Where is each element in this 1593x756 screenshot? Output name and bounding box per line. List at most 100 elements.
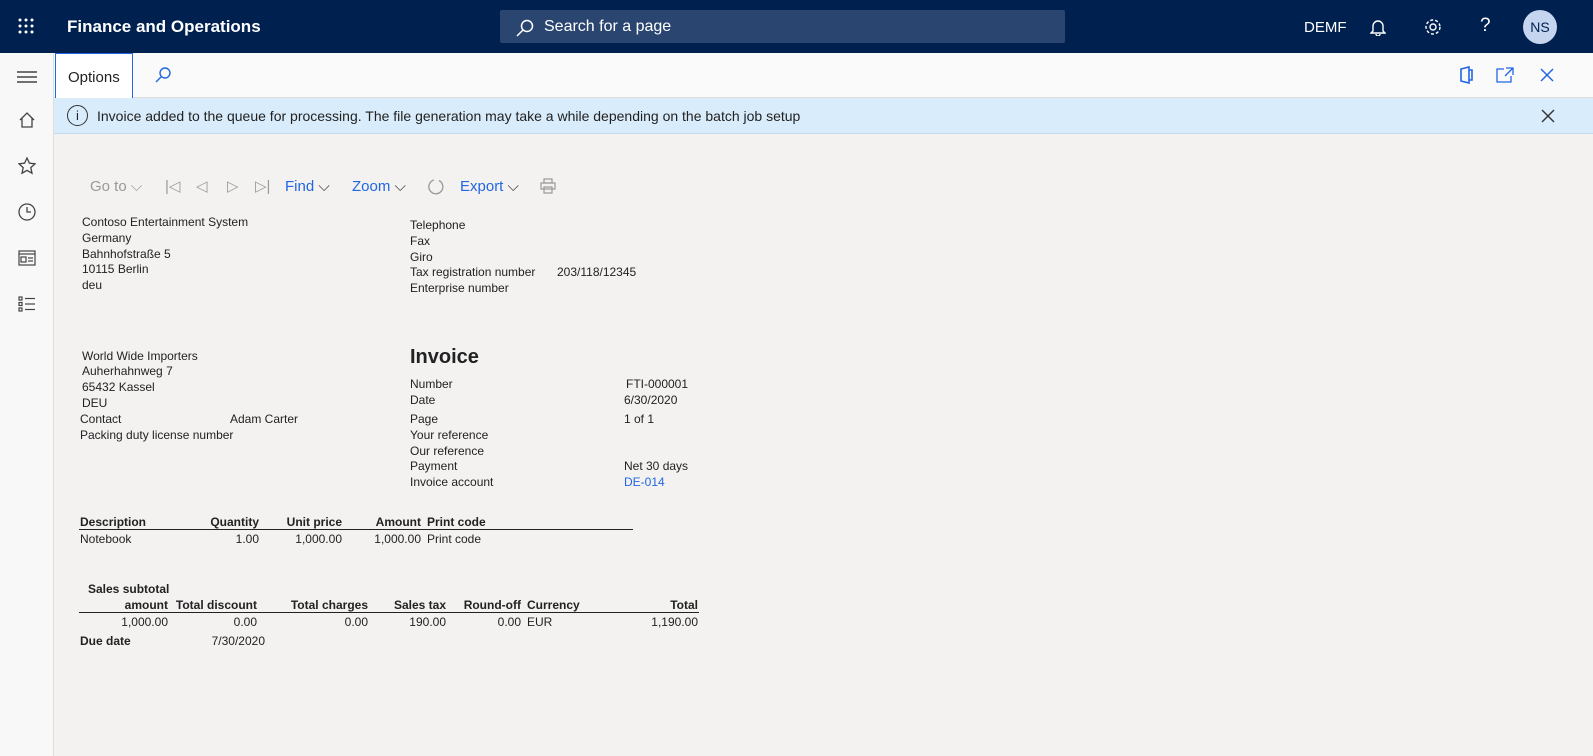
field-value: 6/30/2020 — [624, 393, 678, 407]
find-label: Find — [285, 178, 315, 195]
company-picker[interactable]: DEMF — [1304, 19, 1347, 36]
clock-icon[interactable] — [18, 203, 36, 221]
fax-label: Fax — [410, 234, 431, 248]
search-icon — [516, 19, 534, 37]
telephone-label: Telephone — [410, 218, 466, 232]
cell: 1,000.00 — [295, 532, 342, 546]
field-value: FTI-000001 — [626, 377, 689, 391]
cell: Print code — [427, 532, 482, 546]
goto-label: Go to — [90, 178, 127, 195]
header-divider — [79, 529, 633, 530]
cell: 190.00 — [409, 615, 446, 629]
home-icon[interactable] — [18, 111, 36, 129]
goto-button[interactable]: Go to ⌵ — [90, 178, 143, 195]
zoom-button[interactable]: Zoom ⌵ — [352, 178, 406, 195]
cell: 1.00 — [235, 532, 259, 546]
giro-label: Giro — [410, 250, 433, 264]
previous-page-button[interactable]: ◁ — [196, 178, 208, 195]
due-date-label: Due date — [80, 634, 131, 648]
customer-line: DEU — [82, 396, 108, 410]
cell: 0.00 — [344, 615, 368, 629]
column-header: Total discount — [175, 598, 257, 612]
bell-icon[interactable] — [1370, 18, 1386, 36]
cell: 0.00 — [497, 615, 521, 629]
last-page-button[interactable]: ▷| — [255, 178, 271, 195]
sender-line: Germany — [82, 231, 132, 245]
column-header: Description — [80, 515, 147, 529]
field-label: Payment — [410, 459, 458, 473]
info-message: Invoice added to the queue for processin… — [97, 108, 801, 124]
field-label: Date — [410, 393, 436, 407]
close-icon[interactable] — [1540, 68, 1554, 82]
customer-line: Auherhahnweg 7 — [82, 364, 173, 378]
workspace-icon[interactable] — [18, 250, 36, 266]
column-header: Total — [670, 598, 698, 612]
column-header: Total charges — [290, 598, 368, 612]
star-icon[interactable] — [18, 157, 36, 175]
cell: 0.00 — [233, 615, 257, 629]
print-icon[interactable] — [540, 178, 556, 194]
customer-line: World Wide Importers — [82, 349, 198, 363]
hamburger-icon[interactable] — [17, 70, 37, 84]
info-icon: i — [67, 105, 88, 126]
invoice-title: Invoice — [410, 346, 479, 368]
column-header: Sales tax — [393, 598, 446, 612]
cell: Notebook — [80, 532, 132, 546]
action-pane: Options — [54, 53, 1593, 98]
left-nav — [0, 53, 54, 756]
zoom-label: Zoom — [352, 178, 391, 195]
sender-line: 10115 Berlin — [82, 262, 149, 276]
help-icon[interactable]: ? — [1480, 15, 1491, 36]
popout-icon[interactable] — [1496, 67, 1514, 83]
tab-options[interactable]: Options — [55, 53, 133, 98]
cell: 1,000.00 — [121, 615, 168, 629]
column-header: Quantity — [210, 515, 259, 529]
app-launcher-icon[interactable] — [18, 18, 34, 34]
field-value: Net 30 days — [624, 459, 689, 473]
sender-line: Bahnhofstraße 5 — [82, 247, 171, 261]
column-header: amount — [124, 598, 168, 612]
contact-value: Adam Carter — [230, 412, 299, 426]
search-box[interactable]: Search for a page — [500, 10, 1065, 43]
due-date-value: 7/30/2020 — [211, 634, 265, 648]
column-header: Round-off — [463, 598, 521, 612]
next-page-button[interactable]: ▷ — [227, 178, 239, 195]
dismiss-icon[interactable] — [1541, 109, 1555, 123]
modules-list-icon[interactable] — [18, 296, 36, 312]
find-button[interactable]: Find ⌵ — [285, 178, 330, 195]
column-header: Print code — [427, 515, 486, 529]
info-message-bar: i Invoice added to the queue for process… — [54, 98, 1593, 134]
search-input[interactable]: Search for a page — [544, 18, 672, 35]
header-divider — [79, 612, 699, 613]
field-label: Invoice account — [410, 475, 494, 489]
invoice-account-link[interactable]: DE-014 — [624, 475, 665, 489]
office-icon[interactable] — [1459, 66, 1473, 84]
column-header: Sales subtotal — [88, 582, 170, 596]
export-label: Export — [460, 178, 504, 195]
packing-label: Packing duty license number — [80, 428, 234, 442]
refresh-icon[interactable] — [428, 178, 444, 195]
app-title[interactable]: Finance and Operations — [67, 17, 261, 36]
cell: EUR — [527, 615, 553, 629]
cell: 1,000.00 — [374, 532, 421, 546]
export-button[interactable]: Export ⌵ — [460, 178, 519, 195]
field-label: Page — [410, 412, 439, 426]
tax-value: 203/118/12345 — [557, 265, 637, 279]
gear-icon[interactable] — [1423, 17, 1443, 37]
field-value: 1 of 1 — [624, 412, 655, 426]
enterprise-label: Enterprise number — [410, 281, 509, 295]
avatar[interactable]: NS — [1523, 10, 1557, 44]
field-label: Number — [410, 377, 453, 391]
top-bar: Finance and Operations Search for a page… — [0, 0, 1593, 53]
sender-line: Contoso Entertainment System — [82, 215, 249, 229]
column-header: Amount — [375, 515, 421, 529]
column-header: Currency — [527, 598, 580, 612]
search-icon[interactable] — [154, 66, 172, 84]
customer-line: 65432 Kassel — [82, 380, 155, 394]
field-label: Our reference — [410, 444, 485, 458]
sender-line: deu — [82, 278, 103, 292]
contact-label: Contact — [80, 412, 122, 426]
cell: 1,190.00 — [651, 615, 698, 629]
field-label: Your reference — [410, 428, 489, 442]
first-page-button[interactable]: |◁ — [165, 178, 181, 195]
